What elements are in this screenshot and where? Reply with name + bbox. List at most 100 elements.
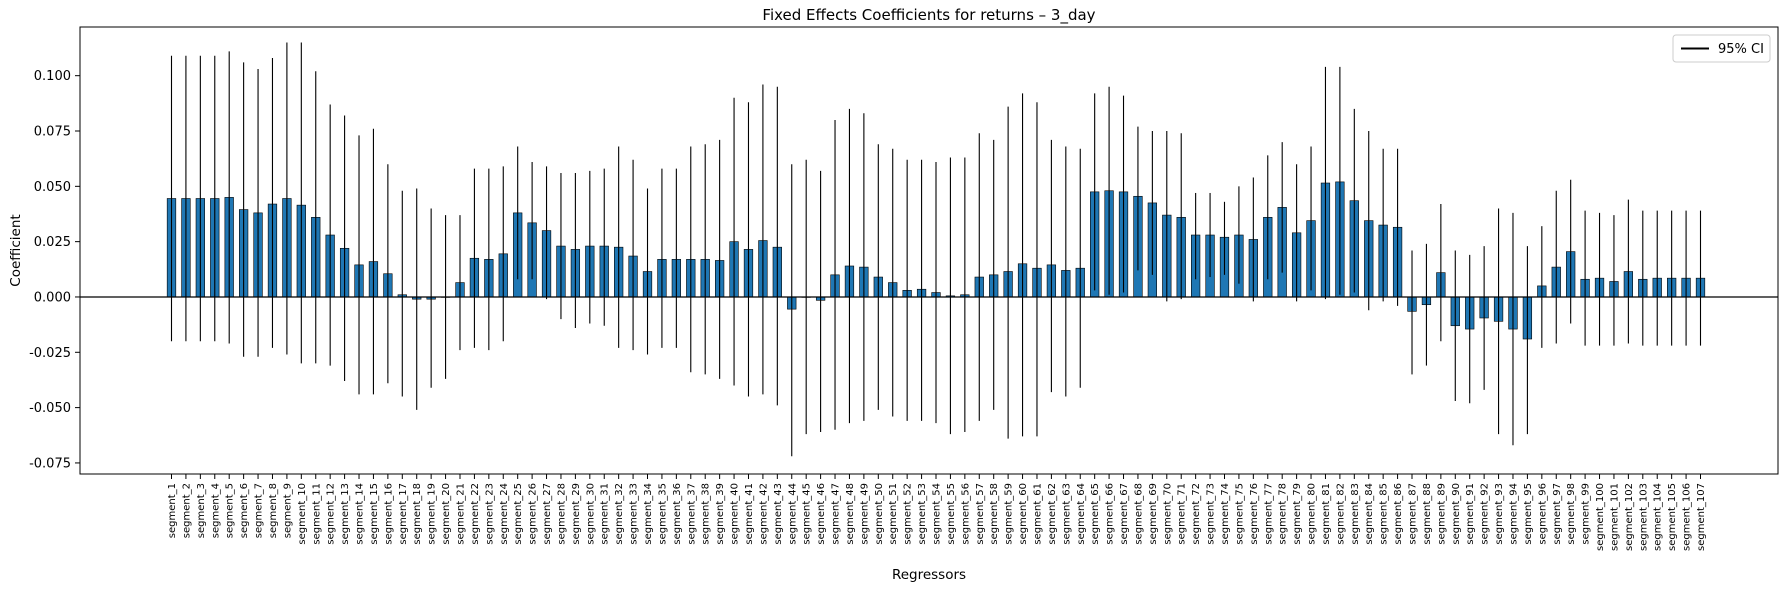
- x-tick-label: segment_89: [1436, 483, 1447, 545]
- y-tick-label: -0.025: [29, 346, 71, 361]
- x-tick-label: segment_63: [1061, 483, 1072, 545]
- y-tick-label: -0.050: [29, 401, 71, 416]
- x-tick-label: segment_33: [629, 483, 640, 545]
- x-tick-label: segment_51: [888, 483, 899, 545]
- x-tick-label: segment_91: [1465, 483, 1476, 545]
- x-tick-label: segment_72: [1191, 483, 1202, 545]
- x-tick-label: segment_76: [1249, 483, 1260, 545]
- x-tick-label: segment_37: [686, 483, 697, 545]
- x-tick-label: segment_75: [1234, 483, 1245, 545]
- x-tick-label: segment_60: [1018, 483, 1029, 545]
- x-tick-label: segment_14: [355, 483, 366, 545]
- x-tick-label: segment_45: [802, 483, 813, 545]
- x-tick-label: segment_52: [903, 483, 914, 545]
- x-tick-label: segment_27: [542, 483, 553, 545]
- x-tick-label: segment_18: [412, 483, 423, 545]
- x-tick-label: segment_49: [859, 483, 870, 545]
- x-tick-label: segment_64: [1076, 483, 1087, 545]
- x-tick-label: segment_32: [614, 483, 625, 545]
- y-tick-label: 0.000: [34, 290, 71, 305]
- x-tick-label: segment_12: [326, 483, 337, 545]
- x-tick-label: segment_8: [268, 483, 279, 538]
- x-tick-label: segment_23: [484, 483, 495, 545]
- x-tick-label: segment_10: [297, 483, 308, 545]
- x-tick-label: segment_66: [1105, 483, 1116, 545]
- x-tick-label: segment_81: [1321, 483, 1332, 545]
- x-tick-label: segment_83: [1350, 483, 1361, 545]
- x-tick-label: segment_15: [369, 483, 380, 545]
- x-tick-label: segment_43: [773, 483, 784, 545]
- x-tick-label: segment_53: [917, 483, 928, 545]
- x-tick-label: segment_70: [1162, 483, 1173, 545]
- x-tick-label: segment_100: [1595, 483, 1606, 551]
- x-tick-label: segment_61: [1032, 483, 1043, 545]
- x-tick-label: segment_4: [210, 483, 221, 538]
- x-tick-label: segment_58: [989, 483, 1000, 545]
- x-tick-label: segment_68: [1133, 483, 1144, 545]
- x-tick-label: segment_98: [1566, 483, 1577, 545]
- x-tick-label: segment_97: [1552, 483, 1563, 545]
- x-tick-label: segment_67: [1119, 483, 1130, 545]
- x-tick-label: segment_28: [556, 483, 567, 545]
- x-tick-label: segment_62: [1047, 483, 1058, 545]
- x-tick-label: segment_55: [946, 483, 957, 545]
- legend-box: [1672, 34, 1771, 63]
- x-tick-label: segment_26: [528, 483, 539, 545]
- x-tick-label: segment_82: [1335, 483, 1346, 545]
- y-axis-label: Coefficient: [8, 214, 24, 286]
- x-tick-label: segment_87: [1408, 483, 1419, 545]
- y-tick-label: 0.075: [34, 125, 71, 140]
- x-tick-label: segment_96: [1537, 483, 1548, 545]
- x-tick-label: segment_7: [254, 483, 265, 538]
- x-tick-label: segment_40: [730, 483, 741, 545]
- x-tick-label: segment_6: [239, 483, 250, 538]
- x-tick-label: segment_95: [1523, 483, 1534, 545]
- x-tick-label: segment_17: [398, 483, 409, 545]
- x-tick-label: segment_74: [1220, 483, 1231, 545]
- x-tick-label: segment_44: [787, 483, 798, 545]
- x-tick-label: segment_30: [585, 483, 596, 545]
- x-tick-label: segment_93: [1494, 483, 1505, 545]
- y-tick-label: 0.050: [34, 180, 71, 195]
- x-tick-label: segment_78: [1278, 483, 1289, 545]
- x-tick-label: segment_102: [1624, 483, 1635, 551]
- x-tick-label: segment_20: [441, 483, 452, 545]
- x-tick-label: segment_73: [1206, 483, 1217, 545]
- x-tick-label: segment_29: [571, 483, 582, 545]
- legend-label: 95% CI: [1718, 42, 1764, 57]
- x-tick-label: segment_1: [167, 483, 178, 538]
- x-tick-label: segment_88: [1422, 483, 1433, 545]
- x-tick-label: segment_47: [831, 483, 842, 545]
- x-tick-label: segment_34: [643, 483, 654, 545]
- x-tick-label: segment_59: [1004, 483, 1015, 545]
- y-tick-label: 0.100: [34, 69, 71, 84]
- x-tick-label: segment_65: [1090, 483, 1101, 545]
- x-tick-label: segment_21: [455, 483, 466, 545]
- x-tick-label: segment_41: [744, 483, 755, 545]
- x-tick-label: segment_46: [816, 483, 827, 545]
- x-tick-label: segment_54: [932, 483, 943, 545]
- x-tick-label: segment_79: [1292, 483, 1303, 545]
- x-tick-label: segment_50: [874, 483, 885, 545]
- x-tick-label: segment_106: [1682, 483, 1693, 551]
- x-tick-label: segment_69: [1148, 483, 1159, 545]
- x-tick-label: segment_39: [715, 483, 726, 545]
- x-tick-label: segment_25: [513, 483, 524, 545]
- x-tick-label: segment_85: [1379, 483, 1390, 545]
- x-tick-label: segment_22: [470, 483, 481, 545]
- x-tick-label: segment_105: [1667, 483, 1678, 551]
- x-tick-label: segment_19: [427, 483, 438, 545]
- x-tick-label: segment_42: [758, 483, 769, 545]
- x-tick-label: segment_84: [1364, 483, 1375, 545]
- y-tick-label: 0.025: [34, 235, 71, 250]
- x-tick-label: segment_56: [960, 483, 971, 545]
- x-tick-label: segment_71: [1177, 483, 1188, 545]
- x-tick-label: segment_13: [340, 483, 351, 545]
- x-tick-label: segment_2: [181, 483, 192, 538]
- x-tick-label: segment_24: [499, 483, 510, 545]
- x-tick-label: segment_9: [282, 483, 293, 538]
- x-tick-label: segment_35: [657, 483, 668, 545]
- chart-title: Fixed Effects Coefficients for returns –…: [762, 6, 1095, 25]
